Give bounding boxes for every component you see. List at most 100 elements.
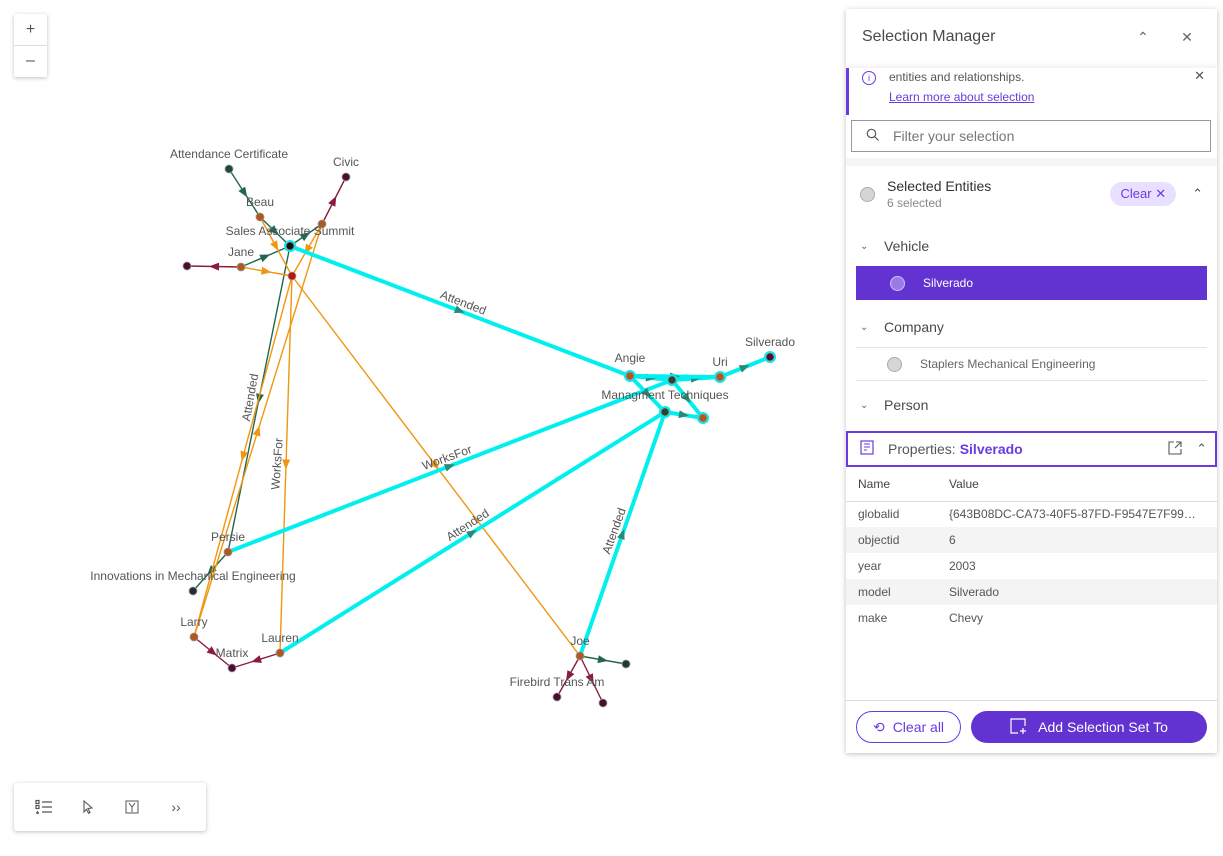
expand-icon[interactable]: ›› [171, 799, 181, 815]
properties-label: Properties: [888, 441, 956, 457]
table-row: year 2003 [846, 553, 1217, 579]
node-label: Joe [570, 634, 590, 648]
chevron-down-icon: ⌄ [860, 321, 869, 333]
node-label: Beau [246, 195, 274, 209]
close-icon: ✕ [1155, 186, 1167, 201]
item-radio[interactable] [887, 356, 902, 372]
chevron-down-icon: ⌄ [860, 240, 869, 252]
search-icon [866, 128, 879, 144]
node-uri[interactable] [715, 372, 725, 382]
node-label: Innovations in Mechanical Engineering [90, 569, 295, 583]
node-red[interactable] [287, 271, 297, 281]
link-chart[interactable]: AttendedWorksForAttendedWorksForAttended… [0, 0, 840, 780]
list-icon[interactable] [32, 795, 56, 819]
selected-entities-header: Selected Entities 6 selected Clear ✕ ⌃ [846, 166, 1217, 222]
column-header-value: Value [949, 467, 1217, 502]
collapse-icon[interactable]: ⌃ [1137, 28, 1149, 45]
node-civic[interactable] [341, 172, 351, 182]
panel-title: Selection Manager [862, 28, 996, 45]
add-selection-set-button[interactable]: Add Selection Set To [971, 711, 1207, 743]
dismiss-notice-icon[interactable]: ✕ [1194, 68, 1205, 83]
properties-icon [860, 440, 874, 458]
table-row: model Silverado [846, 579, 1217, 605]
edge-arrow [597, 655, 608, 664]
add-set-label: Add Selection Set To [1038, 719, 1168, 735]
node-imech[interactable] [188, 586, 198, 596]
node-larry[interactable] [189, 632, 199, 642]
edge-arrow [268, 225, 279, 235]
node-silverado[interactable] [765, 352, 775, 362]
close-icon[interactable]: ✕ [1181, 28, 1193, 45]
node-joe[interactable] [575, 651, 585, 661]
clear-all-button[interactable]: ⟲ Clear all [856, 711, 961, 743]
table-row: make Chevy [846, 605, 1217, 631]
item-radio[interactable] [890, 275, 905, 291]
edge-arrow [681, 392, 691, 403]
node-lauren[interactable] [275, 648, 285, 658]
group-vehicle[interactable]: ⌄ Vehicle [846, 226, 1217, 266]
properties-header[interactable]: Properties: Silverado ⌃ [846, 431, 1217, 467]
open-external-icon[interactable] [1168, 440, 1182, 458]
node-label: Matrix [216, 646, 249, 660]
group-person[interactable]: ⌄ Person [846, 385, 1217, 425]
edge-label: WorksFor [268, 438, 286, 491]
node-matrix[interactable] [227, 663, 237, 673]
edge-arrow [429, 459, 440, 470]
chevron-up-icon[interactable]: ⌃ [1196, 441, 1207, 456]
node-summit[interactable] [317, 219, 327, 229]
edge-arrow [252, 425, 261, 437]
chevron-up-icon[interactable]: ⌃ [1192, 186, 1203, 201]
node-persie[interactable] [223, 547, 233, 557]
node-label: Managment Techniques [601, 388, 728, 402]
node-jl[interactable] [182, 261, 192, 271]
edge-arrow [209, 262, 220, 271]
node-mid[interactable] [667, 375, 677, 385]
property-value: 6 [949, 527, 1217, 553]
property-value: Chevy [949, 611, 984, 625]
node-mt[interactable] [660, 407, 670, 417]
learn-more-link[interactable]: Learn more about selection [889, 90, 1035, 104]
filter-input[interactable]: Filter your selection [851, 120, 1211, 152]
edge-arrow [566, 670, 575, 681]
reset-icon: ⟲ [872, 718, 885, 735]
chevron-down-icon: ⌄ [860, 399, 869, 411]
list-item-staplers[interactable]: Staplers Mechanical Engineering [856, 347, 1207, 381]
edge-arrow [585, 673, 594, 684]
group-company[interactable]: ⌄ Company [846, 307, 1217, 347]
selected-count: 6 selected [887, 196, 942, 210]
select-pointer-icon[interactable] [76, 795, 100, 819]
list-item-silverado[interactable]: Silverado [856, 266, 1207, 300]
node-label: Civic [333, 155, 359, 169]
node-label: Jane [228, 245, 254, 259]
edge-arrow [282, 459, 291, 470]
node-sas[interactable] [285, 241, 295, 251]
node-beau[interactable] [255, 212, 265, 222]
edge-arrow [260, 266, 272, 275]
clear-all-label: Clear all [892, 719, 945, 735]
clear-chip[interactable]: Clear ✕ [1110, 182, 1177, 206]
property-value: {643B08DC-CA73-40F5-87FD-F9547E7F99… [949, 507, 1196, 522]
node-jt[interactable] [621, 659, 631, 669]
node-angie[interactable] [625, 371, 635, 381]
info-notice: i entities and relationships. Learn more… [846, 68, 1217, 115]
edge-arrow [238, 186, 248, 198]
info-icon: i [862, 71, 876, 85]
node-jr[interactable] [598, 698, 608, 708]
filter-placeholder: Filter your selection [893, 128, 1015, 144]
select-all-radio[interactable] [860, 186, 875, 202]
layout-icon[interactable] [120, 795, 144, 819]
node-label: Silverado [745, 335, 795, 349]
node-ac[interactable] [224, 164, 234, 174]
properties-entity: Silverado [959, 441, 1023, 457]
node-firebird[interactable] [552, 692, 562, 702]
clear-label: Clear [1120, 186, 1152, 201]
zoom-out-button[interactable]: – [14, 45, 47, 76]
node-label: Persie [211, 530, 245, 544]
node-jane[interactable] [236, 262, 246, 272]
zoom-in-button[interactable]: + [25, 20, 36, 38]
node-mt2[interactable] [698, 413, 708, 423]
edge-arrow [251, 655, 262, 663]
property-name: make [858, 611, 888, 625]
edge-arrow [299, 232, 311, 242]
group-label: Company [884, 319, 944, 335]
